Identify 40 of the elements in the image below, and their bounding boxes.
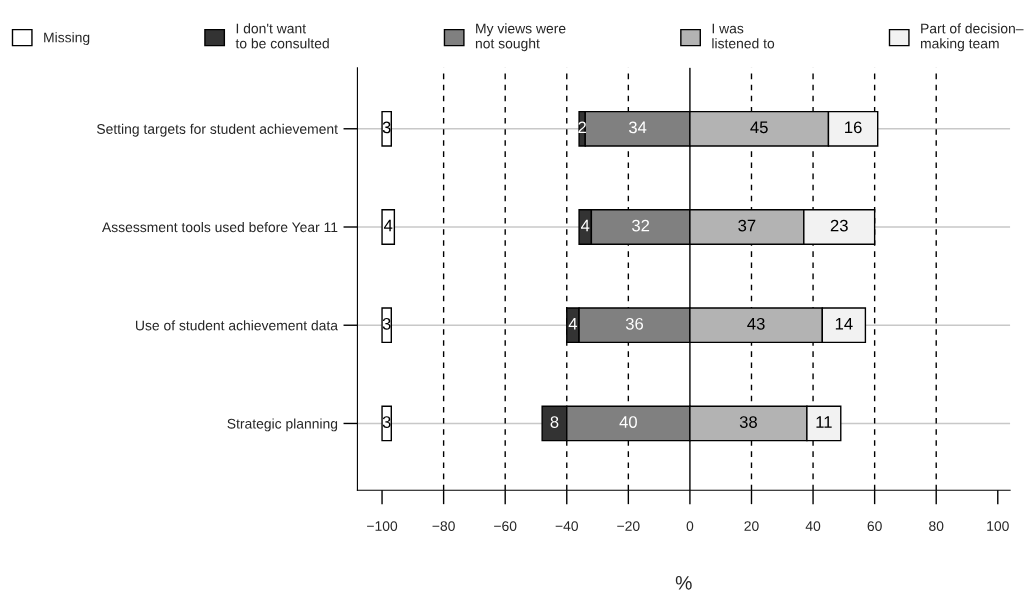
data-label: 4 (383, 219, 393, 232)
data-label: 3 (382, 416, 391, 428)
data-label: 4 (568, 318, 578, 330)
y-tick-label: Strategic planning (227, 418, 338, 432)
x-tick-label: −20 (617, 521, 640, 532)
legend-label: Part of decision– making team (920, 23, 1024, 52)
x-tick-label: −100 (367, 521, 398, 532)
data-label: 40 (619, 416, 637, 428)
legend-label: My views were not sought (475, 23, 566, 52)
x-tick-label: −80 (432, 521, 455, 532)
y-tick-label: Setting targets for student achievement (96, 123, 338, 137)
x-tick-label: 80 (929, 521, 944, 532)
data-label: 2 (578, 121, 586, 134)
data-label: 8 (550, 416, 559, 428)
legend-label: I was listened to (712, 23, 775, 49)
x-tick-label: 100 (987, 521, 1009, 532)
legend-label: I don't want to be consulted (235, 23, 329, 49)
x-tick-label: 40 (805, 521, 821, 532)
data-label: 32 (632, 219, 650, 232)
data-label: 37 (738, 219, 756, 232)
data-label: 4 (580, 219, 590, 232)
data-label: 36 (625, 317, 644, 330)
x-tick-label: 0 (686, 521, 694, 532)
data-label: 34 (628, 121, 647, 134)
data-label: 45 (750, 121, 768, 134)
data-label: 3 (382, 317, 391, 330)
x-axis-title: % (675, 576, 692, 590)
legend-label: Missing (44, 32, 90, 46)
data-label: 11 (816, 416, 832, 428)
data-label: 43 (747, 317, 765, 330)
y-tick-label: Assessment tools used before Year 11 (101, 221, 338, 233)
data-label: 38 (739, 416, 757, 428)
y-tick-label: Use of student achievement data (136, 320, 338, 331)
data-label: 16 (845, 121, 862, 134)
x-tick-label: −40 (555, 521, 579, 532)
data-label: 14 (835, 318, 853, 330)
x-tick-label: 20 (744, 521, 759, 532)
data-label: 23 (830, 219, 848, 232)
x-tick-label: 60 (867, 521, 882, 532)
x-tick-label: −60 (494, 521, 517, 532)
